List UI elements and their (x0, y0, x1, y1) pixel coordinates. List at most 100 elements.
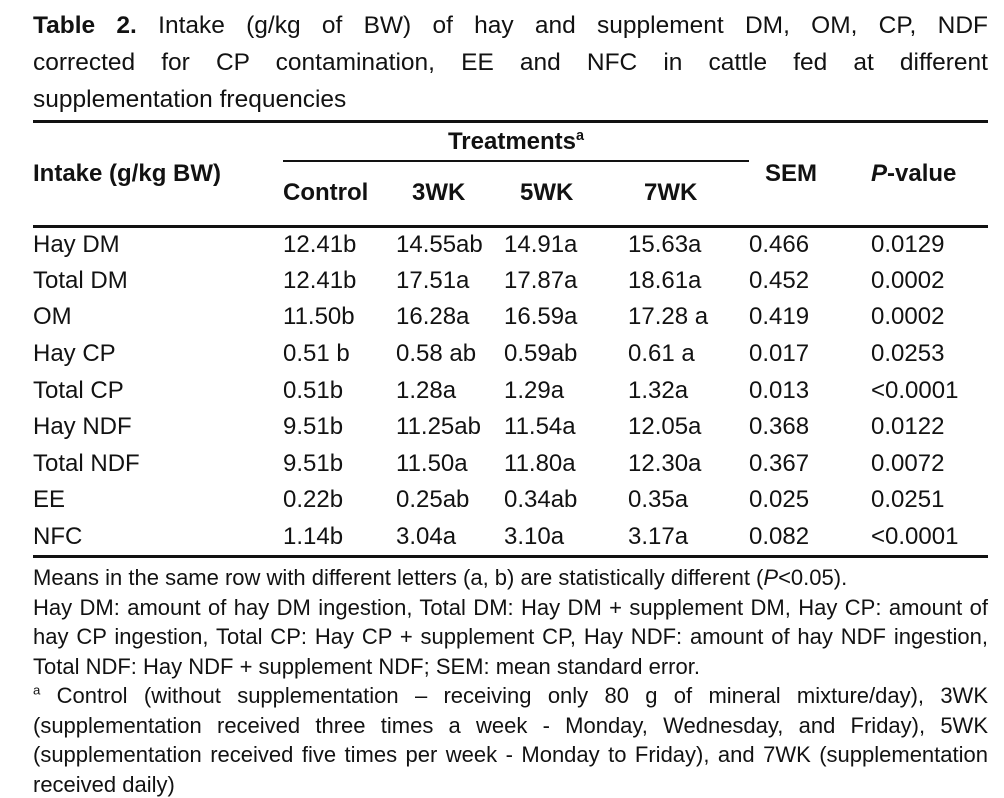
cell-sem: 0.017 (749, 340, 810, 368)
caption-line-2: corrected for CP contamination, EE and N… (33, 49, 988, 76)
treatment-definition-note: a Control (without supplementation – rec… (33, 681, 988, 798)
table-row-total-ndf: Total NDF 9.51b 11.50a 11.80a 12.30a 0.3… (33, 446, 988, 483)
intake-table: Intake (g/kg BW) Treatmentsa SEM P-value… (33, 123, 989, 555)
significance-note-italic-p: P (763, 565, 779, 591)
cell-3wk: 1.28a (396, 376, 457, 404)
treatments-label: Treatments (447, 127, 577, 155)
cell-control: 0.51 b (283, 340, 350, 368)
cell-sem: 0.025 (749, 486, 810, 514)
cell-7wk: 15.63a (628, 231, 702, 259)
row-label: NFC (33, 523, 83, 551)
row-label: Total NDF (33, 449, 140, 477)
cell-pvalue: <0.0001 (871, 376, 959, 404)
cell-pvalue: 0.0002 (871, 303, 945, 331)
cell-5wk: 14.91a (504, 231, 578, 259)
cell-sem: 0.013 (749, 376, 810, 404)
cell-pvalue: 0.0002 (871, 266, 945, 294)
cell-control: 1.14b (283, 523, 344, 551)
cell-control: 12.41b (283, 266, 357, 294)
row-label: Total DM (33, 266, 128, 294)
cell-sem: 0.367 (749, 449, 810, 477)
table-row-nfc: NFC 1.14b 3.04a 3.10a 3.17a 0.082 <0.000… (33, 519, 988, 556)
cell-3wk: 11.25ab (396, 413, 481, 441)
cell-3wk: 3.04a (396, 523, 457, 551)
cell-3wk: 0.25ab (396, 486, 470, 514)
row-label: OM (33, 303, 72, 331)
significance-note: Means in the same row with different let… (33, 563, 988, 593)
cell-sem: 0.452 (749, 266, 810, 294)
abbreviation-note: Hay DM: amount of hay DM ingestion, Tota… (33, 594, 988, 679)
treatments-superscript: a (576, 127, 585, 144)
sem-column-header: SEM (749, 123, 872, 228)
table-number-label: Table 2. (33, 12, 137, 39)
pvalue-rest: -value (887, 159, 957, 187)
cell-7wk: 1.32a (628, 376, 689, 404)
treatment-note-marker: a (33, 683, 41, 699)
row-label: Hay NDF (33, 413, 132, 441)
cell-pvalue: 0.0251 (871, 486, 945, 514)
table-row-hay-cp: Hay CP 0.51 b 0.58 ab 0.59ab 0.61 a 0.01… (33, 336, 988, 373)
cell-7wk: 0.61 a (628, 340, 695, 368)
row-label: Hay DM (33, 231, 120, 259)
treatment-note-text: Control (without supplementation – recei… (33, 683, 988, 797)
cell-pvalue: 0.0072 (871, 449, 945, 477)
cell-5wk: 11.80a (504, 449, 576, 477)
column-header-3wk: 3WK (396, 161, 504, 228)
caption-line-1: Table 2. Intake (g/kg of BW) of hay and … (33, 7, 988, 44)
cell-5wk: 0.34ab (504, 486, 578, 514)
table-row-hay-dm: Hay DM 12.41b 14.55ab 14.91a 15.63a 0.46… (33, 226, 988, 263)
cell-7wk: 17.28 a (628, 303, 709, 331)
cell-pvalue: 0.0253 (871, 340, 945, 368)
cell-control: 9.51b (283, 413, 344, 441)
significance-note-pre: Means in the same row with different let… (33, 565, 764, 591)
cell-7wk: 0.35a (628, 486, 689, 514)
table-footnotes: Means in the same row with different let… (33, 558, 988, 798)
cell-pvalue: 0.0122 (871, 413, 945, 441)
cell-5wk: 1.29a (504, 376, 565, 404)
cell-5wk: 17.87a (504, 266, 578, 294)
cell-pvalue: 0.0129 (871, 231, 945, 259)
table-row-total-cp: Total CP 0.51b 1.28a 1.29a 1.32a 0.013 <… (33, 372, 988, 409)
cell-7wk: 12.30a (628, 449, 702, 477)
pvalue-column-header: P-value (871, 123, 989, 228)
cell-7wk: 12.05a (628, 413, 702, 441)
table-row-om: OM 11.50b 16.28a 16.59a 17.28 a 0.419 0.… (33, 299, 988, 336)
row-label: Total CP (33, 376, 124, 404)
cell-control: 12.41b (283, 231, 357, 259)
table-body: Hay DM 12.41b 14.55ab 14.91a 15.63a 0.46… (33, 226, 988, 555)
caption-text-1: Intake (g/kg of BW) of hay and supplemen… (158, 12, 988, 39)
row-label: EE (33, 486, 66, 514)
table-row-hay-ndf: Hay NDF 9.51b 11.25ab 11.54a 12.05a 0.36… (33, 409, 988, 446)
cell-5wk: 11.54a (504, 413, 576, 441)
cell-3wk: 0.58 ab (396, 340, 477, 368)
cell-3wk: 11.50a (396, 449, 468, 477)
treatments-group-header: Treatmentsa (283, 123, 750, 162)
cell-5wk: 0.59ab (504, 340, 578, 368)
table-header: Intake (g/kg BW) Treatmentsa SEM P-value… (33, 123, 989, 228)
cell-sem: 0.419 (749, 303, 810, 331)
cell-sem: 0.466 (749, 231, 810, 259)
cell-3wk: 17.51a (396, 266, 470, 294)
cell-5wk: 16.59a (504, 303, 578, 331)
cell-7wk: 18.61a (628, 266, 702, 294)
column-header-7wk: 7WK (628, 161, 750, 228)
cell-3wk: 16.28a (396, 303, 470, 331)
cell-control: 11.50b (283, 303, 355, 331)
cell-7wk: 3.17a (628, 523, 689, 551)
cell-5wk: 3.10a (504, 523, 565, 551)
cell-control: 0.22b (283, 486, 344, 514)
table-row-total-dm: Total DM 12.41b 17.51a 17.87a 18.61a 0.4… (33, 263, 988, 300)
table-caption: Table 2. Intake (g/kg of BW) of hay and … (33, 7, 988, 118)
intake-table-wrapper: Intake (g/kg BW) Treatmentsa SEM P-value… (33, 120, 989, 559)
intake-column-header: Intake (g/kg BW) (33, 123, 283, 228)
significance-note-post: <0.05). (778, 565, 848, 591)
cell-control: 9.51b (283, 449, 344, 477)
column-header-5wk: 5WK (504, 161, 628, 228)
row-label: Hay CP (33, 340, 116, 368)
pvalue-italic-p: P (871, 159, 888, 187)
cell-control: 0.51b (283, 376, 344, 404)
cell-pvalue: <0.0001 (871, 523, 959, 551)
cell-3wk: 14.55ab (396, 231, 483, 259)
cell-sem: 0.368 (749, 413, 810, 441)
